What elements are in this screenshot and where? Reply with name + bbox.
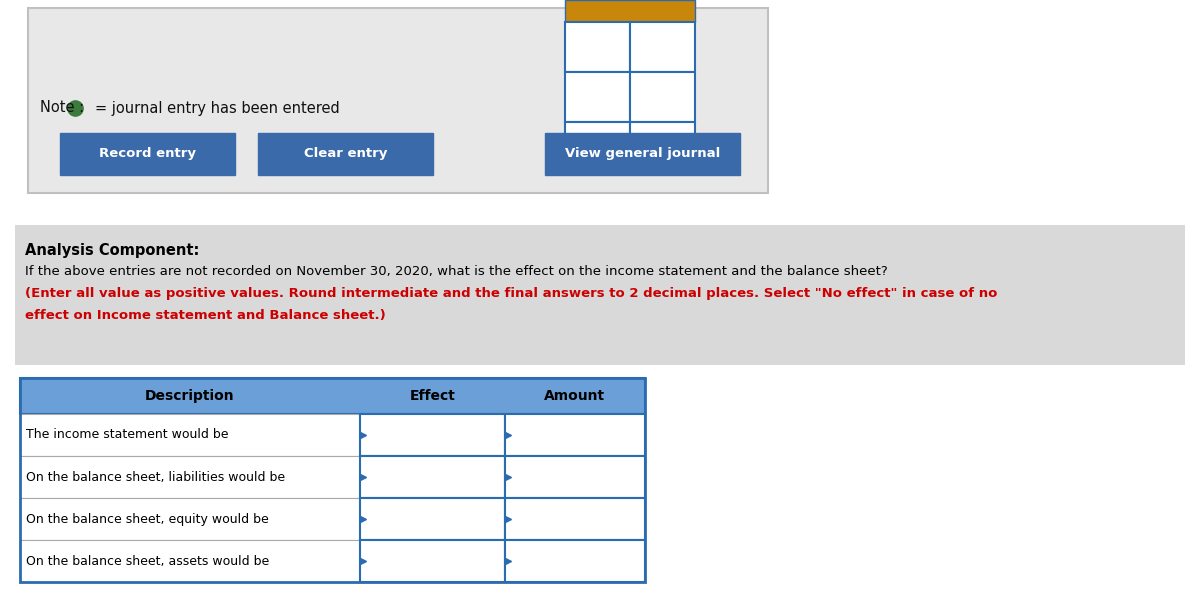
FancyBboxPatch shape xyxy=(60,133,235,175)
Text: Amount: Amount xyxy=(545,389,606,403)
Text: Record entry: Record entry xyxy=(98,148,196,160)
FancyBboxPatch shape xyxy=(565,72,630,122)
Text: = journal entry has been entered: = journal entry has been entered xyxy=(95,100,340,115)
FancyBboxPatch shape xyxy=(360,498,505,540)
FancyBboxPatch shape xyxy=(20,456,360,498)
Text: Effect: Effect xyxy=(409,389,456,403)
FancyBboxPatch shape xyxy=(630,122,695,172)
FancyBboxPatch shape xyxy=(14,225,1186,365)
FancyBboxPatch shape xyxy=(20,498,360,540)
FancyBboxPatch shape xyxy=(505,540,646,582)
Text: Analysis Component:: Analysis Component: xyxy=(25,243,199,258)
FancyBboxPatch shape xyxy=(505,414,646,456)
FancyBboxPatch shape xyxy=(360,540,505,582)
Text: On the balance sheet, equity would be: On the balance sheet, equity would be xyxy=(26,512,269,526)
FancyBboxPatch shape xyxy=(545,133,740,175)
FancyBboxPatch shape xyxy=(28,8,768,193)
Text: If the above entries are not recorded on November 30, 2020, what is the effect o: If the above entries are not recorded on… xyxy=(25,265,888,278)
FancyBboxPatch shape xyxy=(20,378,646,414)
Text: (Enter all value as positive values. Round intermediate and the final answers to: (Enter all value as positive values. Rou… xyxy=(25,287,997,300)
Text: effect on Income statement and Balance sheet.): effect on Income statement and Balance s… xyxy=(25,309,385,322)
FancyBboxPatch shape xyxy=(630,72,695,122)
FancyBboxPatch shape xyxy=(505,456,646,498)
Text: View general journal: View general journal xyxy=(565,148,720,160)
Text: Description: Description xyxy=(145,389,235,403)
FancyBboxPatch shape xyxy=(565,122,630,172)
Text: Clear entry: Clear entry xyxy=(304,148,388,160)
Text: Note :: Note : xyxy=(40,100,89,115)
FancyBboxPatch shape xyxy=(258,133,433,175)
FancyBboxPatch shape xyxy=(20,414,360,456)
FancyBboxPatch shape xyxy=(360,414,505,456)
FancyBboxPatch shape xyxy=(565,22,630,72)
Text: The income statement would be: The income statement would be xyxy=(26,428,228,442)
Text: On the balance sheet, assets would be: On the balance sheet, assets would be xyxy=(26,554,269,568)
Text: On the balance sheet, liabilities would be: On the balance sheet, liabilities would … xyxy=(26,470,286,484)
FancyBboxPatch shape xyxy=(360,456,505,498)
FancyBboxPatch shape xyxy=(630,22,695,72)
FancyBboxPatch shape xyxy=(505,498,646,540)
FancyBboxPatch shape xyxy=(20,540,360,582)
FancyBboxPatch shape xyxy=(565,0,695,22)
